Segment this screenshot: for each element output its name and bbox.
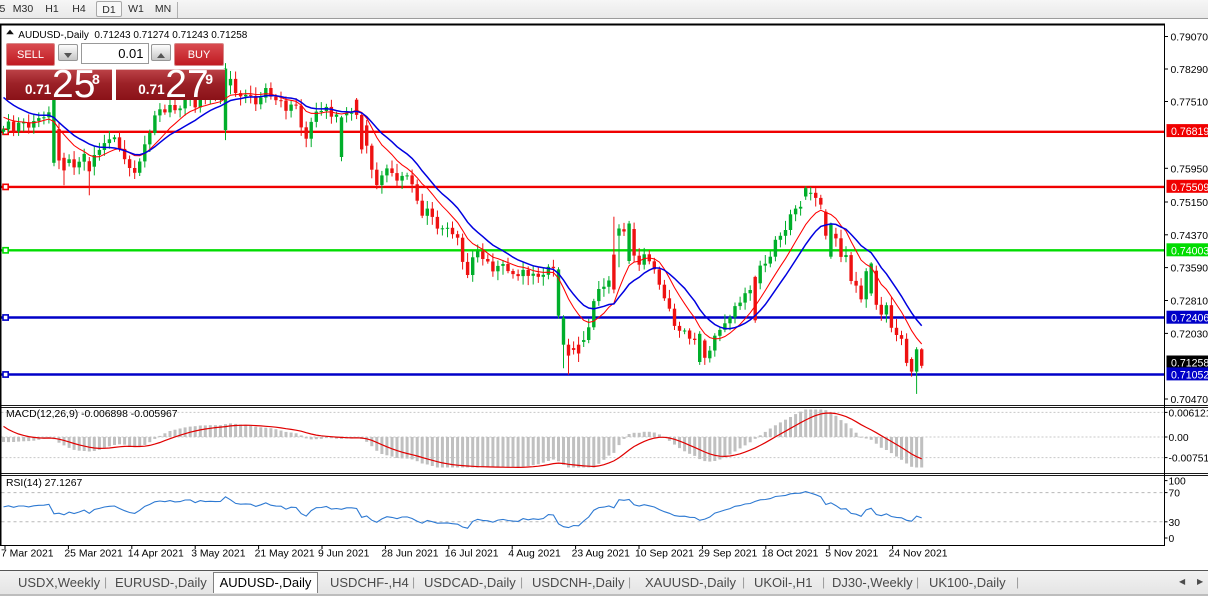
- svg-text:0.72810: 0.72810: [1171, 297, 1208, 308]
- svg-text:5 Nov 2021: 5 Nov 2021: [825, 549, 878, 560]
- svg-text:0.75150: 0.75150: [1171, 198, 1208, 209]
- svg-text:0.00: 0.00: [1169, 433, 1189, 444]
- svg-text:28 Jun 2021: 28 Jun 2021: [381, 549, 438, 560]
- svg-text:21 May 2021: 21 May 2021: [255, 549, 315, 560]
- svg-text:0: 0: [1169, 534, 1175, 545]
- svg-text:RSI(14) 27.1267: RSI(14) 27.1267: [6, 478, 82, 489]
- svg-text:AUDUSD-,Daily 0.71243 0.71274: AUDUSD-,Daily 0.71243 0.71274 0.71243 0.…: [18, 30, 247, 41]
- svg-text:29 Sep 2021: 29 Sep 2021: [698, 549, 757, 560]
- svg-text:0.78290: 0.78290: [1171, 65, 1208, 76]
- svg-text:MACD(12,26,9) -0.006898 -0.005: MACD(12,26,9) -0.006898 -0.005967: [6, 409, 178, 420]
- svg-text:100: 100: [1169, 477, 1186, 488]
- svg-text:0.76819: 0.76819: [1171, 126, 1208, 138]
- svg-text:0.74003: 0.74003: [1171, 245, 1208, 257]
- svg-text:9 Jun 2021: 9 Jun 2021: [318, 549, 370, 560]
- svg-text:30: 30: [1169, 518, 1181, 529]
- svg-text:16 Jul 2021: 16 Jul 2021: [445, 549, 499, 560]
- svg-text:70: 70: [1169, 489, 1181, 500]
- svg-text:18 Oct 2021: 18 Oct 2021: [762, 549, 819, 560]
- svg-text:0.006121: 0.006121: [1169, 408, 1208, 419]
- svg-text:0.71052: 0.71052: [1171, 369, 1208, 381]
- svg-text:0.79070: 0.79070: [1171, 33, 1208, 44]
- svg-text:0.75509: 0.75509: [1171, 182, 1208, 194]
- svg-text:0.72030: 0.72030: [1171, 329, 1208, 340]
- svg-text:4 Aug 2021: 4 Aug 2021: [508, 549, 561, 560]
- svg-text:24 Nov 2021: 24 Nov 2021: [889, 549, 948, 560]
- svg-text:14 Apr 2021: 14 Apr 2021: [128, 549, 184, 560]
- svg-text:23 Aug 2021: 23 Aug 2021: [572, 549, 631, 560]
- svg-text:10 Sep 2021: 10 Sep 2021: [635, 549, 694, 560]
- svg-text:-0.007518: -0.007518: [1169, 454, 1208, 465]
- svg-text:0.77510: 0.77510: [1171, 98, 1208, 109]
- svg-text:0.74370: 0.74370: [1171, 231, 1208, 242]
- svg-text:7 Mar 2021: 7 Mar 2021: [1, 549, 54, 560]
- svg-text:0.72406: 0.72406: [1171, 313, 1208, 325]
- svg-text:25 Mar 2021: 25 Mar 2021: [64, 549, 123, 560]
- svg-text:0.70470: 0.70470: [1171, 395, 1208, 406]
- svg-text:0.75950: 0.75950: [1171, 164, 1208, 175]
- svg-text:3 May 2021: 3 May 2021: [191, 549, 246, 560]
- svg-text:0.73590: 0.73590: [1171, 264, 1208, 275]
